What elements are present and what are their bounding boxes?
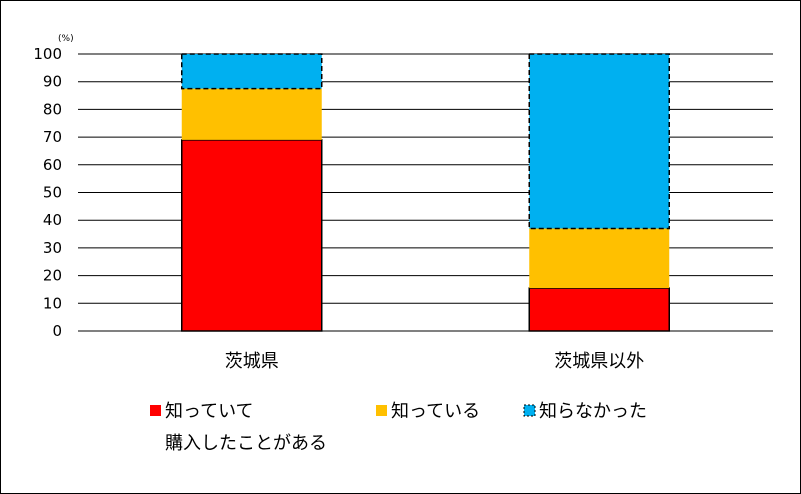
y-tick-label-10: 100	[33, 45, 62, 63]
bar-segment-1-2	[528, 53, 670, 230]
y-axis-unit: (%)	[58, 34, 74, 44]
legend-swatch-unknown	[523, 404, 536, 417]
category-label-1: 茨城県以外	[554, 351, 644, 372]
y-tick-label-5: 50	[43, 184, 62, 202]
y-axis-ticks: 0 10 20 30 40 50 60 70 80 90 100	[33, 45, 62, 340]
y-tick-label-4: 40	[43, 211, 62, 229]
legend-swatch-bought	[150, 405, 161, 416]
y-tick-label-6: 60	[43, 156, 62, 174]
legend: 知っていて 購入したことがある 知っている 知らなかった	[150, 401, 647, 454]
bars	[181, 53, 670, 332]
legend-swatch-known	[376, 405, 387, 416]
legend-label-bought-line1: 知っていて	[165, 401, 254, 422]
bar-segment-1-0	[528, 287, 670, 332]
category-labels: 茨城県 茨城県以外	[225, 351, 645, 372]
y-tick-label-0: 0	[52, 322, 62, 340]
bar-segment-1-1	[529, 228, 670, 289]
legend-label-unknown: 知らなかった	[539, 401, 647, 422]
legend-label-known: 知っている	[391, 401, 480, 422]
bar-segment-0-0	[181, 139, 323, 332]
bar-segment-0-2	[181, 53, 323, 90]
bar-segment-0-1	[181, 88, 322, 140]
y-tick-label-1: 10	[43, 294, 62, 312]
category-label-0: 茨城県	[225, 351, 279, 372]
y-tick-label-7: 70	[43, 128, 62, 146]
y-tick-label-3: 30	[43, 239, 62, 257]
y-tick-label-2: 20	[43, 267, 62, 285]
legend-label-bought-line2: 購入したことがある	[165, 433, 327, 454]
y-tick-label-9: 90	[43, 73, 62, 91]
y-tick-label-8: 80	[43, 100, 62, 118]
